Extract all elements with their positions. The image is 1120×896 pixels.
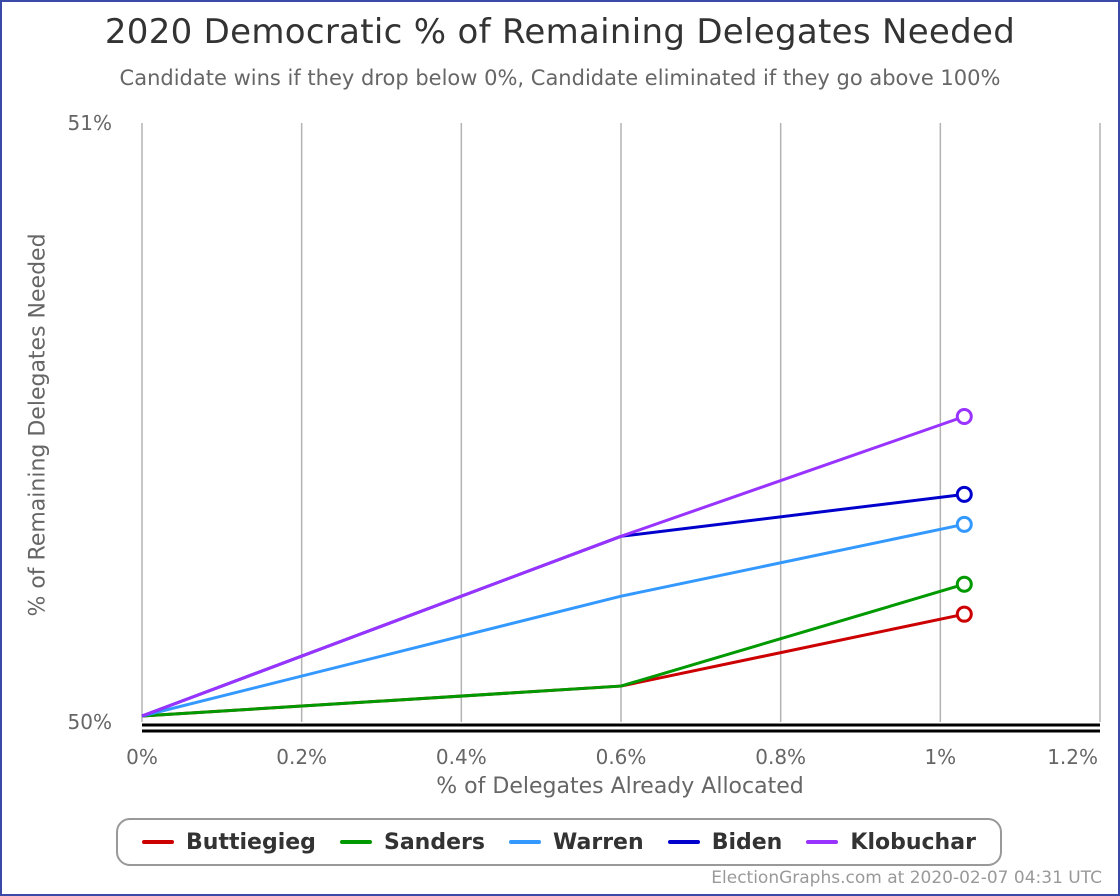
- y-tick-label-0: 50%: [68, 710, 112, 734]
- chart-subtitle: Candidate wins if they drop below 0%, Ca…: [119, 66, 1001, 90]
- legend-swatch: [509, 840, 542, 844]
- legend-swatch: [142, 840, 175, 844]
- series-end-point-sanders: [955, 575, 973, 593]
- series-end-point-buttiegieg: [955, 605, 973, 623]
- series-line-buttiegieg: [141, 612, 965, 718]
- x-tick-label-4: 0.8%: [755, 745, 806, 769]
- legend-swatch: [806, 840, 839, 844]
- series-end-point-biden: [955, 485, 973, 503]
- series-line-sanders: [141, 582, 965, 718]
- series-end-point-klobuchar: [955, 408, 973, 426]
- series-line-warren: [141, 522, 965, 718]
- legend-item-biden[interactable]: Biden: [667, 829, 783, 855]
- legend-item-warren[interactable]: Warren: [509, 830, 644, 855]
- series-line-klobuchar: [141, 415, 965, 718]
- x-tick-label-0: 0%: [126, 745, 158, 769]
- legend-label: Buttiegieg: [186, 829, 316, 855]
- legend-item-klobuchar[interactable]: Klobuchar: [806, 830, 976, 855]
- x-tick-label-6: 1.2%: [1047, 745, 1098, 769]
- y-axis-title: % of Remaining Delegates Needed: [25, 233, 51, 617]
- x-tick-label-2: 0.4%: [436, 745, 487, 769]
- legend-label: Warren: [553, 829, 644, 855]
- series-end-point-warren: [955, 515, 973, 533]
- legend-item-buttiegieg[interactable]: Buttiegieg: [142, 830, 316, 855]
- y-tick-label-1: 51%: [68, 111, 112, 135]
- series-line-biden: [141, 492, 965, 718]
- credit-text: ElectionGraphs.com at 2020-02-07 04:31 U…: [711, 868, 1102, 888]
- legend: Buttiegieg Sanders Warren Biden Klobuchar: [116, 818, 1002, 866]
- legend-label: Biden: [711, 829, 783, 855]
- legend-swatch: [667, 840, 700, 844]
- x-tick-label-1: 0.2%: [276, 745, 327, 769]
- legend-label: Sanders: [383, 829, 485, 855]
- legend-item-sanders[interactable]: Sanders: [339, 829, 485, 855]
- x-axis-title: % of Delegates Already Allocated: [436, 774, 804, 799]
- x-tick-label-3: 0.6%: [596, 745, 647, 769]
- chart-title: 2020 Democratic % of Remaining Delegates…: [104, 12, 1016, 52]
- legend-label: Klobuchar: [850, 829, 976, 855]
- x-tick-label-5: 1%: [924, 745, 956, 769]
- legend-swatch: [339, 840, 372, 844]
